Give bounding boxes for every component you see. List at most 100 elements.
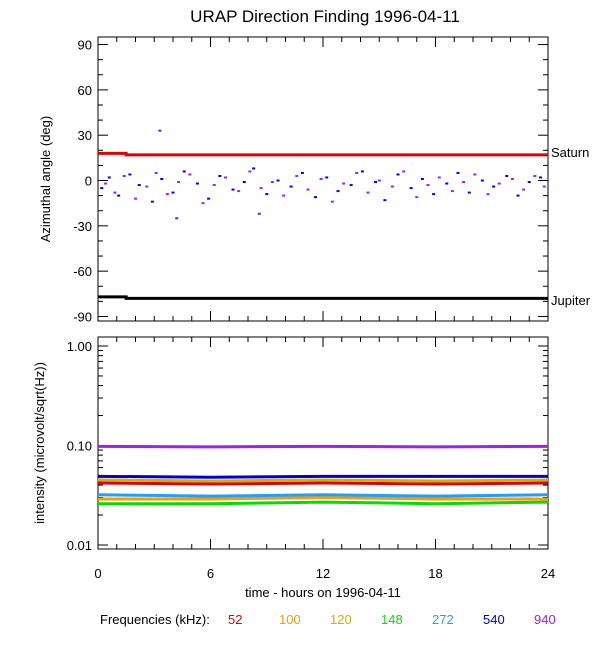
direction-point [306,188,310,191]
direction-point [437,176,441,179]
direction-point [265,193,269,196]
direction-point [276,179,280,182]
legend-item-100: 100 [279,612,301,627]
direction-point [349,184,353,187]
bottom-series-group [97,444,549,506]
direction-point [165,193,169,196]
direction-point [450,190,454,193]
direction-point [289,185,293,188]
direction-point [218,174,222,177]
top-ytick-label: -90 [73,309,92,324]
legend-item-148: 148 [381,612,403,627]
bottom-ylabel: intensity (microvolt/sqrt(Hz)) [32,362,47,524]
direction-point [516,194,520,197]
direction-point [542,185,546,188]
direction-point [270,181,274,184]
direction-point [201,202,205,205]
direction-point [409,187,413,190]
bottom-xtick-label: 6 [207,566,214,581]
direction-point [522,188,526,191]
direction-point [473,173,477,176]
direction-point [539,176,542,179]
top-ytick-label: -60 [73,264,92,279]
top-series-line-0 [98,151,548,157]
direction-point [177,181,181,184]
bottom-axis-ticks: 1.00 0.10 0.010 6 12 18 24 [67,337,555,581]
top-ytick-label: 60 [78,83,92,98]
direction-point [342,182,346,185]
direction-point [377,179,381,182]
bottom-ytick-label: 0.10 [67,439,92,454]
intensity-line-120 [97,478,549,483]
direction-point [426,184,430,187]
direction-point [231,188,235,191]
top-ylabel: Azimuthal angle (deg) [38,116,53,242]
top-series-line-1 [98,295,548,300]
bottom-ytick-label: 1.00 [67,339,92,354]
direction-point [134,197,137,200]
intensity-line-100 [98,496,548,501]
direction-point [360,170,364,173]
direction-point [295,174,299,177]
direction-point [336,190,340,193]
direction-point [462,181,466,184]
direction-point [480,179,484,182]
bottom-ytick-label: 0.01 [67,538,92,553]
direction-point [128,173,132,176]
intensity-line-272 [97,493,549,498]
intensity-line-540 [97,474,548,479]
direction-point [252,167,256,170]
direction-point [257,212,261,215]
bottom-xlabel: time - hours on 1996-04-11 [245,585,401,600]
direction-point [456,171,460,174]
direction-point [171,191,175,194]
direction-point [383,199,387,202]
direction-point [505,174,509,177]
direction-point [188,173,192,176]
direction-point [533,174,537,177]
intensity-line-148 [98,500,549,506]
direction-point [445,182,449,185]
direction-point [402,170,406,173]
direction-point [366,191,370,194]
top-panel-frame [97,36,549,322]
top-series-group [98,129,548,300]
direction-point [207,197,211,200]
direction-point [242,181,246,184]
top-axis-ticks: 90 60 30 0 -30 -60 -90 [73,37,549,324]
chart-title: URAP Direction Finding 1996-04-11 [190,7,460,26]
direction-point [374,181,377,184]
top-ytick-label: 90 [78,38,92,53]
direction-point [415,196,419,199]
direction-point [145,185,149,188]
legend-item-540: 540 [483,612,505,627]
top-ytick-label: 0 [85,174,92,189]
direction-point [355,171,359,174]
direction-point [175,217,179,220]
direction-point [396,173,400,176]
legend-item-52: 52 [228,612,243,627]
direction-point [117,194,121,197]
direction-point [154,171,158,174]
direction-point [150,200,154,203]
direction-point [158,129,162,132]
direction-point [330,200,334,203]
direction-point [325,176,329,179]
legend-item-272: 272 [432,612,454,627]
annotation-saturn: Saturn [551,145,589,160]
bottom-xtick-label: 24 [541,566,555,581]
direction-point [420,178,424,180]
direction-point [492,185,496,188]
direction-point [259,187,263,190]
direction-point [467,191,471,194]
direction-point [160,178,164,180]
annotation-jupiter: Jupiter [551,293,591,308]
direction-point [224,176,227,179]
legend-item-940: 940 [534,612,556,627]
legend-item-120: 120 [330,612,352,627]
direction-point [195,182,199,185]
direction-point [122,174,126,177]
top-ytick-label: 30 [78,128,92,143]
direction-point [282,194,286,197]
